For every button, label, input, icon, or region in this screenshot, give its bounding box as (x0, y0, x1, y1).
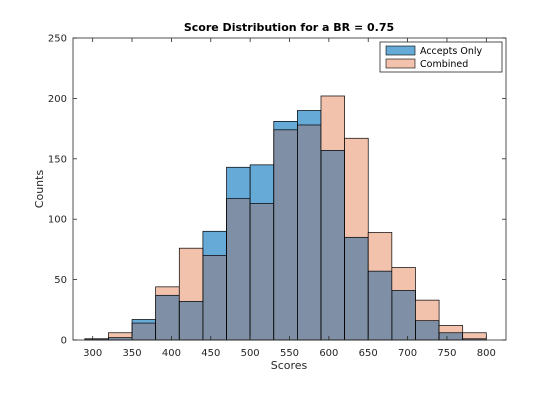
overlap-bar (320, 150, 345, 340)
overlap-bar (391, 290, 416, 340)
combined-bar (344, 138, 369, 238)
combined-bar (320, 95, 345, 151)
overlap-bar (155, 295, 180, 340)
overlap-bar (250, 203, 274, 340)
legend-label-combined: Combined (420, 59, 468, 70)
overlap-bar (202, 255, 227, 340)
accepts-only-bar (273, 121, 298, 130)
overlap-bar (439, 332, 463, 340)
x-axis-ticks: 300 350 400 450 500 550 600 650 700 750 800 (83, 38, 496, 359)
legend-swatch-accepts-only (385, 45, 416, 56)
bars-group (84, 95, 487, 341)
y-tick-label: 250 (48, 34, 67, 45)
overlap-bar (344, 237, 369, 340)
chart-title: Score Distribution for a BR = 0.75 (184, 21, 394, 34)
x-tick-label: 700 (398, 348, 417, 359)
x-axis-label: Scores (271, 359, 308, 372)
combined-bar (462, 332, 487, 339)
x-tick-label: 600 (319, 348, 338, 359)
accepts-only-bar (132, 319, 156, 324)
y-axis-label: Counts (33, 170, 46, 209)
combined-bar (415, 300, 440, 321)
combined-bar (155, 286, 180, 296)
overlap-bar (226, 198, 251, 340)
combined-bar (439, 325, 463, 333)
x-tick-label: 500 (241, 348, 260, 359)
combined-bar (108, 332, 133, 338)
x-tick-label: 300 (83, 348, 102, 359)
overlap-bar (368, 271, 392, 340)
x-tick-label: 450 (201, 348, 220, 359)
legend-swatch-combined (385, 58, 416, 69)
legend-label-accepts-only: Accepts Only (420, 46, 482, 57)
y-tick-label: 150 (48, 154, 67, 165)
overlap-bar (462, 338, 487, 340)
x-tick-label: 750 (437, 348, 456, 359)
x-tick-label: 650 (359, 348, 378, 359)
legend: Accepts Only Combined (379, 41, 503, 73)
y-tick-label: 0 (61, 336, 67, 347)
combined-bar (179, 248, 203, 302)
overlap-bar (179, 301, 203, 340)
x-tick-label: 350 (122, 348, 141, 359)
overlap-bar (108, 337, 133, 340)
accepts-only-bar (297, 110, 321, 125)
overlap-bar (84, 338, 109, 340)
overlap-bar (132, 323, 156, 340)
x-tick-label: 550 (280, 348, 299, 359)
accepts-only-bar (202, 231, 227, 256)
accepts-only-bar (226, 167, 251, 199)
x-tick-label: 800 (477, 348, 496, 359)
y-tick-label: 100 (48, 215, 67, 226)
y-tick-label: 50 (54, 275, 67, 286)
combined-bar (391, 267, 416, 291)
y-axis-ticks: 0 50 100 150 200 250 (48, 34, 506, 347)
y-tick-label: 200 (48, 94, 67, 105)
overlap-bar (415, 320, 440, 340)
x-tick-label: 400 (162, 348, 181, 359)
combined-bar (368, 232, 392, 272)
overlap-bar (273, 129, 298, 340)
accepts-only-bar (250, 164, 274, 204)
overlap-bar (297, 124, 321, 340)
